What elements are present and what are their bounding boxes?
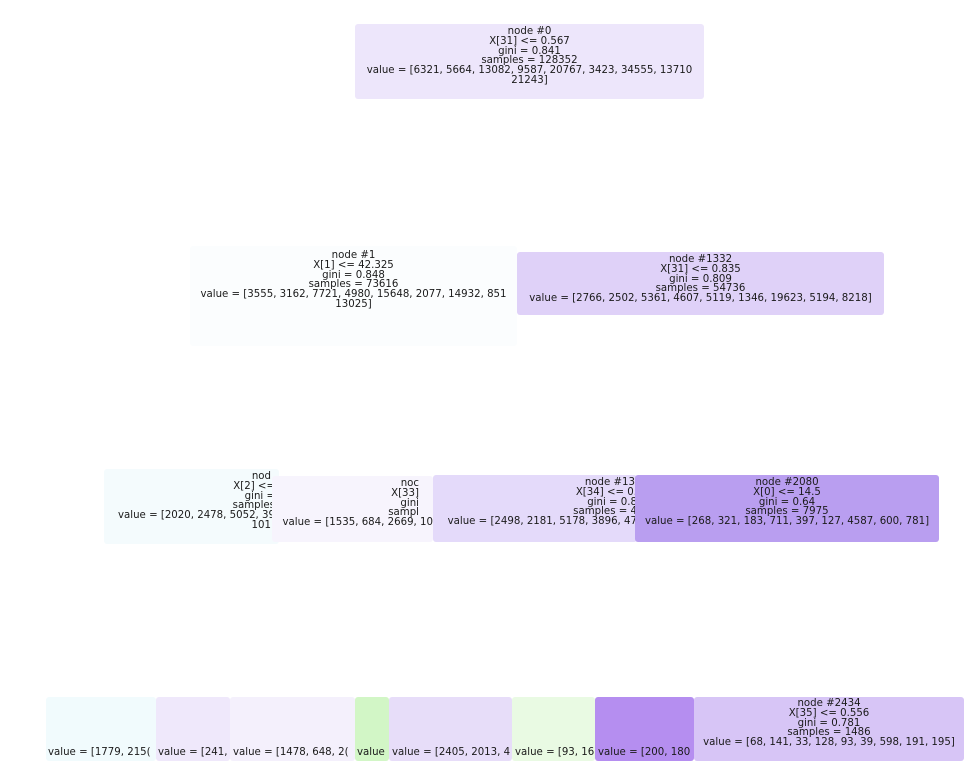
node-samples: sampl xyxy=(388,507,419,519)
tree-node-l2c: node #13 X[34] <= 0. gini = 0.8 samples … xyxy=(433,475,637,542)
node-gini: gini = 0.841 xyxy=(498,45,561,57)
tree-node-l3d: value xyxy=(355,697,389,761)
tree-node-l3c: value = [1478, 648, 2( xyxy=(230,697,355,761)
tree-node-2434: node #2434 X[35] <= 0.556 gini = 0.781 s… xyxy=(694,697,964,761)
node-value: value = [1535, 684, 2669, 10 xyxy=(282,517,433,529)
node-title: nod xyxy=(251,471,271,482)
node-value: value = [2020, 2478, 5052, 39 xyxy=(118,510,275,522)
node-value-cont: 21243] xyxy=(511,74,548,86)
node-value: value = [3555, 3162, 7721, 4980, 15648, … xyxy=(200,289,507,301)
node-value: value = [68, 141, 33, 128, 93, 39, 598, … xyxy=(703,737,955,749)
node-gini: gini = 0.809 xyxy=(669,273,732,285)
node-value: value = [2766, 2502, 5361, 4607, 5119, 1… xyxy=(529,293,872,305)
node-samples: samples = 54736 xyxy=(655,283,746,295)
tree-node-l3a: value = [1779, 215( xyxy=(46,697,156,761)
node-split-rule: X[31] <= 0.567 xyxy=(489,35,570,47)
tree-node-1: node #1 X[1] <= 42.325 gini = 0.848 samp… xyxy=(190,246,517,346)
node-title: noc xyxy=(400,478,419,489)
node-samples: samples = 1486 xyxy=(787,727,871,739)
node-value: value = [1779, 215( xyxy=(48,747,151,759)
tree-node-l3f: value = [93, 16 xyxy=(512,697,595,761)
node-value: value = [93, 16 xyxy=(515,747,595,759)
node-value: value = [2498, 2181, 5178, 3896, 47 xyxy=(447,516,637,528)
node-value: value = [6321, 5664, 13082, 9587, 20767,… xyxy=(366,65,693,77)
node-samples: samples = 7975 xyxy=(745,506,829,518)
tree-node-l3b: value = [241, xyxy=(156,697,230,761)
tree-node-2080: node #2080 X[0] <= 14.5 gini = 0.64 samp… xyxy=(635,475,939,542)
node-split-rule: X[2] <= xyxy=(233,480,275,492)
node-title: node #1 xyxy=(331,250,376,261)
node-split-rule: X[0] <= 14.5 xyxy=(753,486,821,498)
node-samples: samples = 73616 xyxy=(308,279,399,291)
node-samples: samples = 4 xyxy=(573,506,637,518)
node-title: node #1332 xyxy=(668,254,733,265)
node-gini: gini = 0.64 xyxy=(758,496,816,508)
node-gini: gini = 0.781 xyxy=(797,717,861,729)
node-samples: samples xyxy=(232,500,275,512)
node-title: node #2080 xyxy=(755,477,819,488)
node-value: value xyxy=(357,747,385,759)
node-gini: gini = xyxy=(244,490,275,502)
node-value: value = [268, 321, 183, 711, 397, 127, 4… xyxy=(644,516,930,528)
node-gini: gini = 0.848 xyxy=(322,269,385,281)
node-split-rule: X[1] <= 42.325 xyxy=(313,259,394,271)
node-gini: gini xyxy=(400,497,419,509)
tree-node-1332: node #1332 X[31] <= 0.835 gini = 0.809 s… xyxy=(517,252,884,315)
node-value-cont: 13025] xyxy=(335,298,372,310)
node-value: value = [2405, 2013, 4 xyxy=(392,747,511,759)
node-title: node #13 xyxy=(584,477,635,488)
node-samples: samples = 128352 xyxy=(481,55,578,67)
node-split-rule: X[31] <= 0.835 xyxy=(660,263,741,275)
tree-node-l3g: value = [200, 180 xyxy=(595,697,694,761)
node-title: node #0 xyxy=(507,26,552,37)
node-value: value = [1478, 648, 2( xyxy=(233,747,349,759)
tree-node-l2a: nod X[2] <= gini = samples value = [2020… xyxy=(104,469,279,544)
node-title: node #2434 xyxy=(797,698,861,709)
node-split-rule: X[33] xyxy=(391,487,419,499)
tree-node-l2b: noc X[33] gini sampl value = [1535, 684,… xyxy=(272,476,433,542)
node-split-rule: X[35] <= 0.556 xyxy=(788,707,870,719)
node-split-rule: X[34] <= 0. xyxy=(575,486,637,498)
node-gini: gini = 0.8 xyxy=(587,496,637,508)
tree-node-0: node #0 X[31] <= 0.567 gini = 0.841 samp… xyxy=(355,24,704,99)
node-value: value = [200, 180 xyxy=(598,747,691,759)
node-value: value = [241, xyxy=(158,747,228,759)
node-value-cont: 101 xyxy=(251,519,271,531)
tree-node-l3e: value = [2405, 2013, 4 xyxy=(389,697,512,761)
